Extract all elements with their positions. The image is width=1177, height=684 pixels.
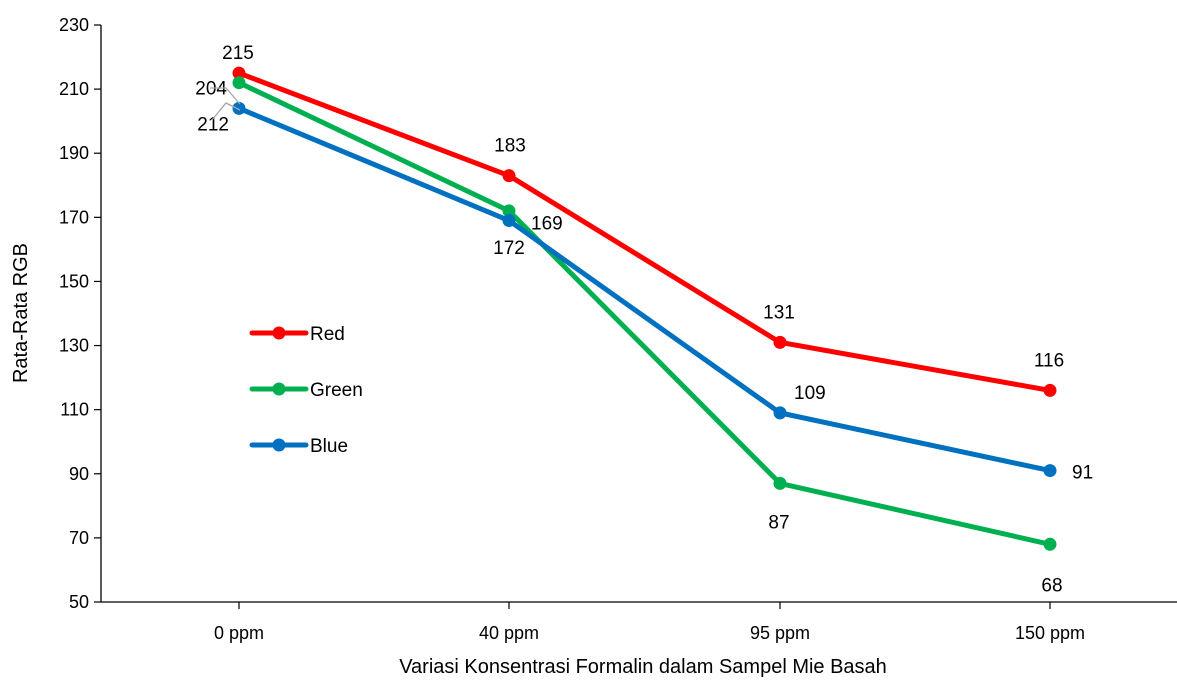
legend-marker-blue xyxy=(272,438,286,452)
data-label-green: 68 xyxy=(1041,575,1062,596)
data-point-red xyxy=(502,169,516,183)
y-tick-label: 150 xyxy=(59,271,89,291)
legend-marker-red xyxy=(272,326,286,340)
data-label-green: 172 xyxy=(493,238,525,259)
data-point-blue xyxy=(502,214,516,228)
data-label-green: 212 xyxy=(197,115,229,136)
data-label-red: 183 xyxy=(494,136,526,157)
data-label-blue: 204 xyxy=(195,78,227,99)
legend-label-red: Red xyxy=(310,324,345,345)
data-label-red: 131 xyxy=(763,302,795,323)
x-axis-title: Variasi Konsentrasi Formalin dalam Sampe… xyxy=(399,656,887,678)
series-line-blue xyxy=(236,105,1053,474)
data-point-green xyxy=(773,476,787,490)
data-label-blue: 91 xyxy=(1072,463,1093,484)
x-tick-label: 0 ppm xyxy=(214,623,264,643)
leader-line xyxy=(210,87,241,105)
legend-label-green: Green xyxy=(310,380,363,401)
data-label-blue: 169 xyxy=(531,214,563,235)
x-tick-label: 40 ppm xyxy=(479,623,539,643)
y-tick-label: 210 xyxy=(59,79,89,99)
legend-marker-green xyxy=(272,382,286,396)
series-line-red xyxy=(236,70,1053,393)
data-label-blue: 109 xyxy=(794,383,826,404)
y-tick-label: 50 xyxy=(69,592,89,612)
y-axis-title: Rata-Rata RGB xyxy=(10,243,32,383)
x-tick-label: 150 ppm xyxy=(1015,623,1085,643)
y-tick-label: 130 xyxy=(59,336,89,356)
x-tick-label: 95 ppm xyxy=(750,623,810,643)
data-point-green xyxy=(232,76,246,90)
data-label-red: 215 xyxy=(222,43,254,64)
y-tick-label: 90 xyxy=(69,464,89,484)
data-label-red: 116 xyxy=(1034,350,1064,371)
leader-line xyxy=(211,102,241,121)
data-point-blue xyxy=(232,101,246,115)
data-point-blue xyxy=(773,406,787,420)
y-tick-label: 230 xyxy=(59,15,89,35)
data-point-red xyxy=(773,335,787,349)
data-label-green: 87 xyxy=(768,512,789,533)
data-point-green xyxy=(1043,537,1057,551)
y-tick-label: 70 xyxy=(69,528,89,548)
data-point-blue xyxy=(1043,464,1057,478)
y-tick-label: 110 xyxy=(60,400,89,420)
data-point-red xyxy=(1043,383,1057,397)
y-tick-label: 190 xyxy=(59,143,89,163)
series-line-green xyxy=(236,80,1053,547)
y-tick-label: 170 xyxy=(59,207,89,227)
legend-label-blue: Blue xyxy=(310,436,348,457)
data-point-red xyxy=(232,66,246,80)
data-point-green xyxy=(502,204,516,218)
